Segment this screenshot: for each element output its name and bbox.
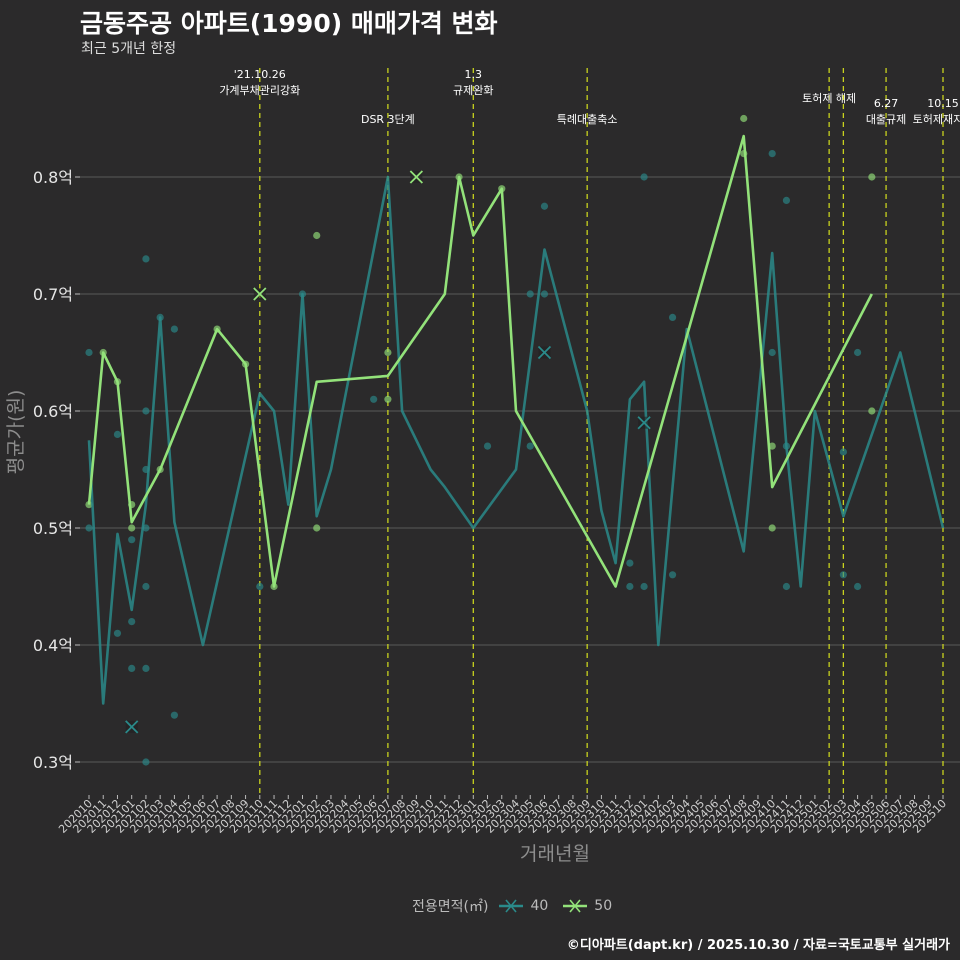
point-40 bbox=[128, 536, 136, 544]
event-label: 토허제재지정 bbox=[913, 113, 960, 126]
point-40 bbox=[526, 442, 534, 450]
event-label: 6.27 bbox=[874, 97, 899, 110]
point-40 bbox=[540, 202, 549, 210]
point-40 bbox=[128, 618, 136, 626]
series-line-50 bbox=[87, 134, 873, 588]
cancel-mark-40 bbox=[637, 416, 651, 430]
point-40 bbox=[540, 290, 549, 298]
cancel-mark-40 bbox=[125, 720, 139, 734]
legend-title: 전용면적(㎡) bbox=[412, 899, 489, 915]
point-40 bbox=[128, 664, 136, 673]
point-40 bbox=[170, 711, 178, 719]
point-40 bbox=[85, 348, 93, 357]
point-40 bbox=[256, 582, 264, 591]
x-axis-title: 거래년월 bbox=[520, 843, 590, 865]
point-40 bbox=[854, 582, 862, 591]
legend-item-40: 40 bbox=[498, 898, 548, 914]
event-label: 10.15 bbox=[927, 97, 959, 110]
point-40 bbox=[668, 313, 677, 321]
legend-item-50: 50 bbox=[562, 898, 612, 914]
point-40 bbox=[142, 758, 150, 766]
point-50 bbox=[868, 407, 876, 415]
point-40 bbox=[170, 325, 178, 333]
point-40 bbox=[854, 348, 862, 357]
legend-label-40: 40 bbox=[530, 898, 549, 914]
event-label: 규제완화 bbox=[453, 84, 493, 97]
point-40 bbox=[113, 629, 122, 637]
point-40 bbox=[782, 582, 791, 591]
point-40 bbox=[782, 196, 791, 204]
cancel-mark-50 bbox=[409, 170, 424, 184]
y-tick-label: 0.8억 bbox=[33, 168, 73, 187]
legend-key-50-icon bbox=[563, 899, 588, 913]
point-50 bbox=[313, 524, 321, 532]
point-40 bbox=[483, 442, 492, 450]
point-40 bbox=[526, 290, 534, 298]
plot-marks bbox=[85, 114, 945, 766]
point-40 bbox=[142, 664, 150, 673]
point-40 bbox=[370, 395, 378, 403]
event-label: 특례대출축소 bbox=[557, 113, 618, 126]
point-40 bbox=[142, 255, 150, 263]
point-40 bbox=[768, 348, 776, 357]
point-50 bbox=[384, 395, 392, 403]
point-40 bbox=[640, 582, 648, 591]
y-tick-label: 0.6억 bbox=[33, 402, 73, 421]
event-label: DSR 3단계 bbox=[361, 113, 415, 126]
chart-subtitle: 최근 5개년 한정 bbox=[81, 41, 177, 57]
y-tick-label: 0.4억 bbox=[33, 636, 73, 655]
cancel-mark-50 bbox=[253, 287, 267, 301]
event-label: 가계부채관리강화 bbox=[219, 84, 300, 97]
point-40 bbox=[839, 571, 847, 579]
point-40 bbox=[839, 448, 847, 456]
event-label: 1.3 bbox=[465, 68, 483, 81]
point-50 bbox=[313, 231, 321, 240]
point-40 bbox=[626, 559, 634, 567]
cancel-mark-40 bbox=[537, 345, 552, 360]
event-label: '21.10.26 bbox=[234, 68, 286, 81]
point-50 bbox=[768, 442, 776, 450]
y-tick-label: 0.3억 bbox=[33, 753, 73, 772]
point-50 bbox=[768, 524, 776, 532]
y-tick-label: 0.7억 bbox=[33, 285, 73, 304]
source-caption: ©디아파트(dapt.kr) / 2025.10.30 / 자료=국토교통부 실… bbox=[566, 938, 950, 953]
point-40 bbox=[142, 582, 150, 591]
event-label: 대출규제 bbox=[866, 113, 906, 126]
chart-title: 금동주공 아파트(1990) 매매가격 변화 bbox=[80, 9, 498, 38]
point-50 bbox=[740, 114, 748, 123]
legend-label-50: 50 bbox=[594, 898, 613, 914]
point-40 bbox=[640, 173, 648, 181]
y-axis-title: 평균가(원) bbox=[5, 390, 27, 475]
legend: 전용면적(㎡) 40 50 bbox=[412, 896, 618, 916]
point-50 bbox=[868, 173, 876, 181]
point-50 bbox=[384, 348, 392, 357]
event-label: 토허제 해제 bbox=[802, 91, 856, 105]
point-40 bbox=[142, 407, 150, 415]
point-40 bbox=[626, 582, 634, 591]
point-40 bbox=[768, 150, 776, 158]
series-line-40 bbox=[87, 175, 945, 705]
y-tick-label: 0.5억 bbox=[33, 519, 73, 538]
legend-key-40-icon bbox=[499, 899, 524, 913]
point-40 bbox=[85, 524, 93, 532]
point-50 bbox=[128, 524, 136, 532]
point-40 bbox=[668, 571, 677, 579]
point-40 bbox=[113, 430, 122, 438]
